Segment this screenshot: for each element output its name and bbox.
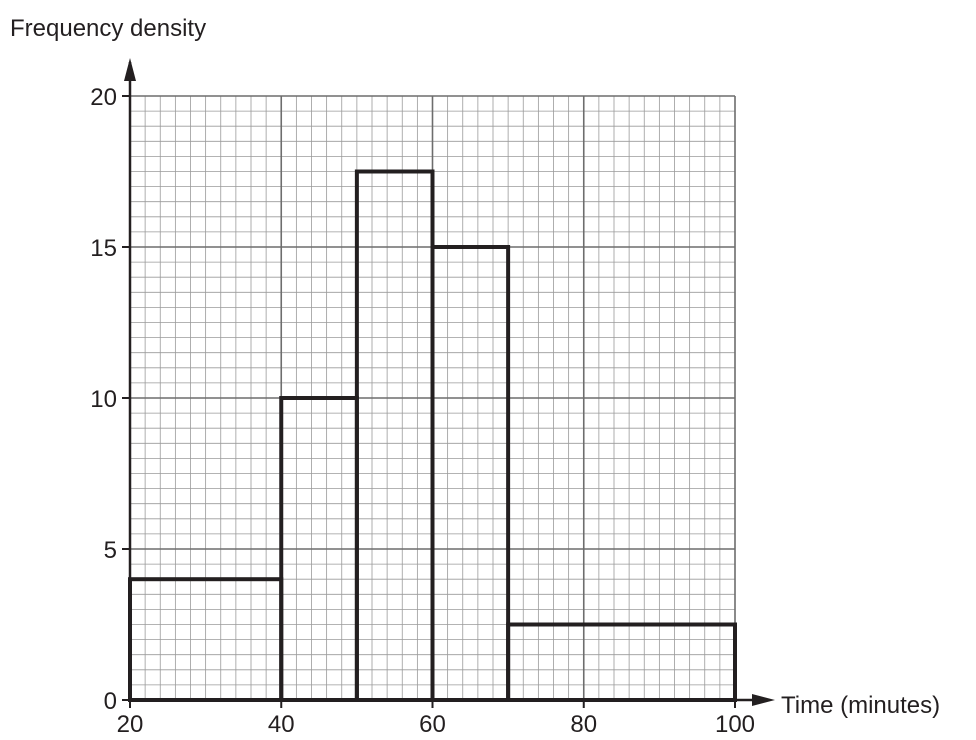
y-tick-label: 5 xyxy=(104,537,117,564)
x-tick-label: 40 xyxy=(268,711,295,738)
histogram-bar xyxy=(506,622,737,702)
axis-ticks xyxy=(122,95,736,708)
x-tick-label: 60 xyxy=(419,711,446,738)
x-axis-title: Time (minutes) xyxy=(781,692,940,719)
axes xyxy=(124,58,775,706)
y-tick-label: 10 xyxy=(90,386,117,413)
y-tick-label: 20 xyxy=(90,84,117,111)
x-tick-label: 80 xyxy=(570,711,597,738)
y-tick-label: 0 xyxy=(104,688,117,715)
x-axis-arrowhead xyxy=(752,694,775,706)
y-axis-title: Frequency density xyxy=(10,15,206,42)
y-axis-arrowhead xyxy=(124,58,136,81)
x-tick-label: 100 xyxy=(715,711,755,738)
x-tick-label: 20 xyxy=(117,711,144,738)
tick-labels: 20 40 60 80 100 0 5 10 15 20 xyxy=(90,84,755,738)
y-tick-label: 15 xyxy=(90,235,117,262)
histogram-bar xyxy=(354,169,435,702)
